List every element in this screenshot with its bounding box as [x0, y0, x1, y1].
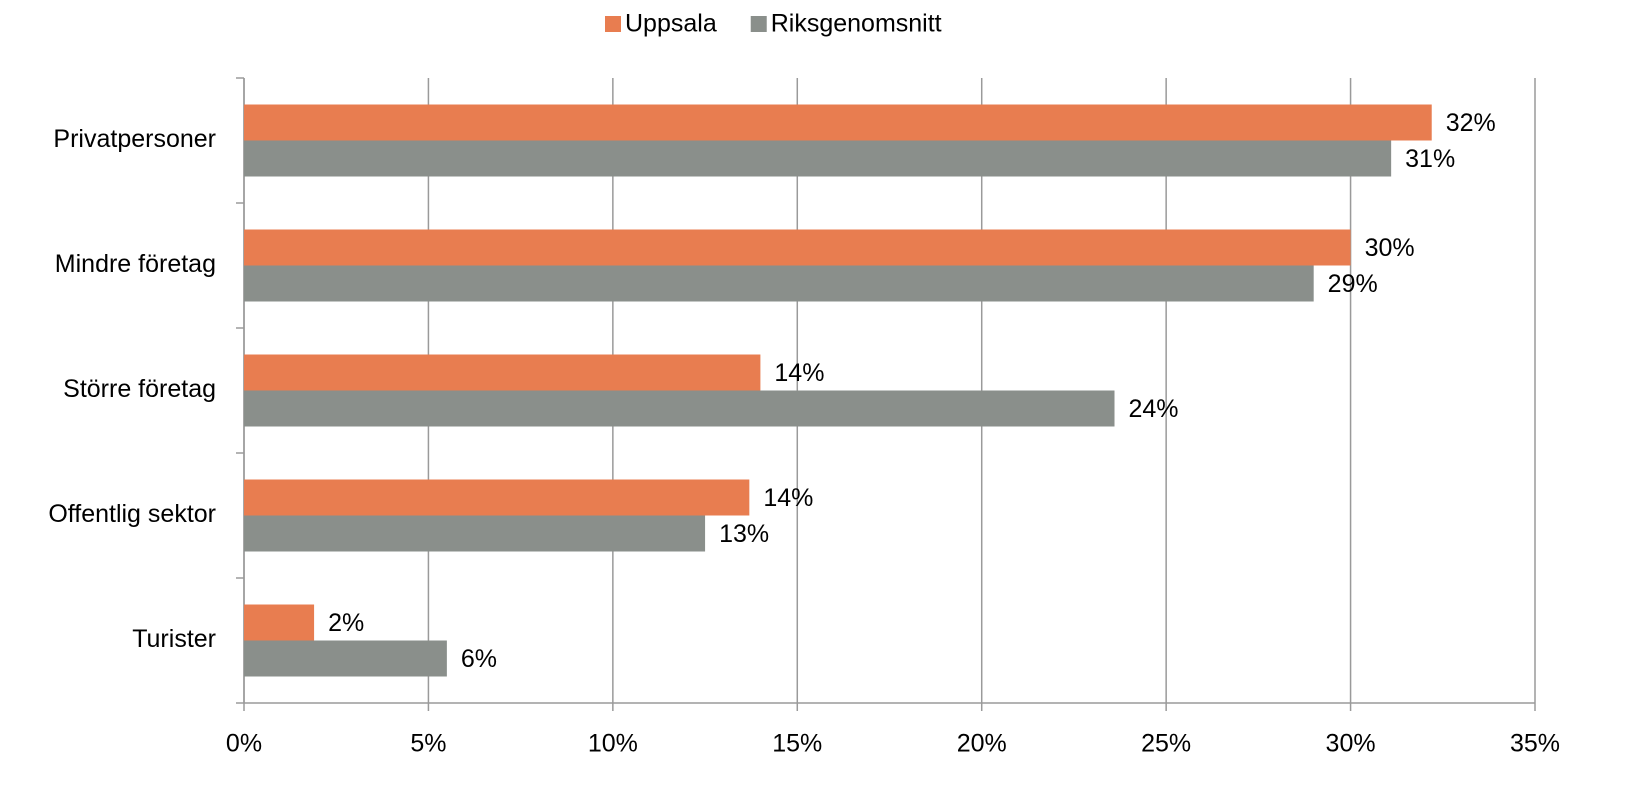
legend-swatch	[605, 16, 621, 32]
legend-label: Uppsala	[625, 10, 717, 38]
data-label: 14%	[763, 484, 813, 512]
bar	[244, 265, 1314, 302]
bar	[244, 104, 1432, 141]
x-tick-label: 25%	[1141, 730, 1191, 758]
x-tick-label: 10%	[588, 730, 638, 758]
data-label: 13%	[719, 520, 769, 548]
data-label: 24%	[1129, 395, 1179, 423]
legend-swatch	[750, 16, 767, 32]
data-label: 31%	[1405, 145, 1455, 173]
bar	[244, 515, 706, 552]
x-tick-label: 0%	[226, 730, 262, 758]
x-tick-label: 30%	[1326, 730, 1376, 758]
x-tick-label: 15%	[772, 730, 822, 758]
y-tick-label: Turister	[132, 625, 216, 653]
y-tick-label: Privatpersoner	[53, 125, 216, 153]
y-tick-label: Offentlig sektor	[48, 500, 216, 528]
x-tick-label: 20%	[957, 730, 1007, 758]
bar	[244, 354, 761, 391]
data-label: 30%	[1365, 234, 1415, 262]
bar	[244, 640, 447, 677]
bar	[244, 479, 750, 516]
data-label: 32%	[1446, 109, 1496, 137]
x-tick-label: 35%	[1510, 730, 1560, 758]
data-label: 14%	[774, 359, 824, 387]
bar	[244, 140, 1392, 177]
bar	[244, 604, 315, 641]
data-label: 29%	[1328, 270, 1378, 298]
legend-label: Riksgenomsnitt	[771, 10, 942, 38]
bar	[244, 390, 1115, 427]
y-tick-label: Mindre företag	[55, 250, 216, 278]
bar	[244, 229, 1351, 266]
data-label: 2%	[328, 609, 364, 637]
y-tick-label: Större företag	[63, 375, 216, 403]
x-tick-label: 5%	[410, 730, 446, 758]
data-label: 6%	[461, 645, 497, 673]
